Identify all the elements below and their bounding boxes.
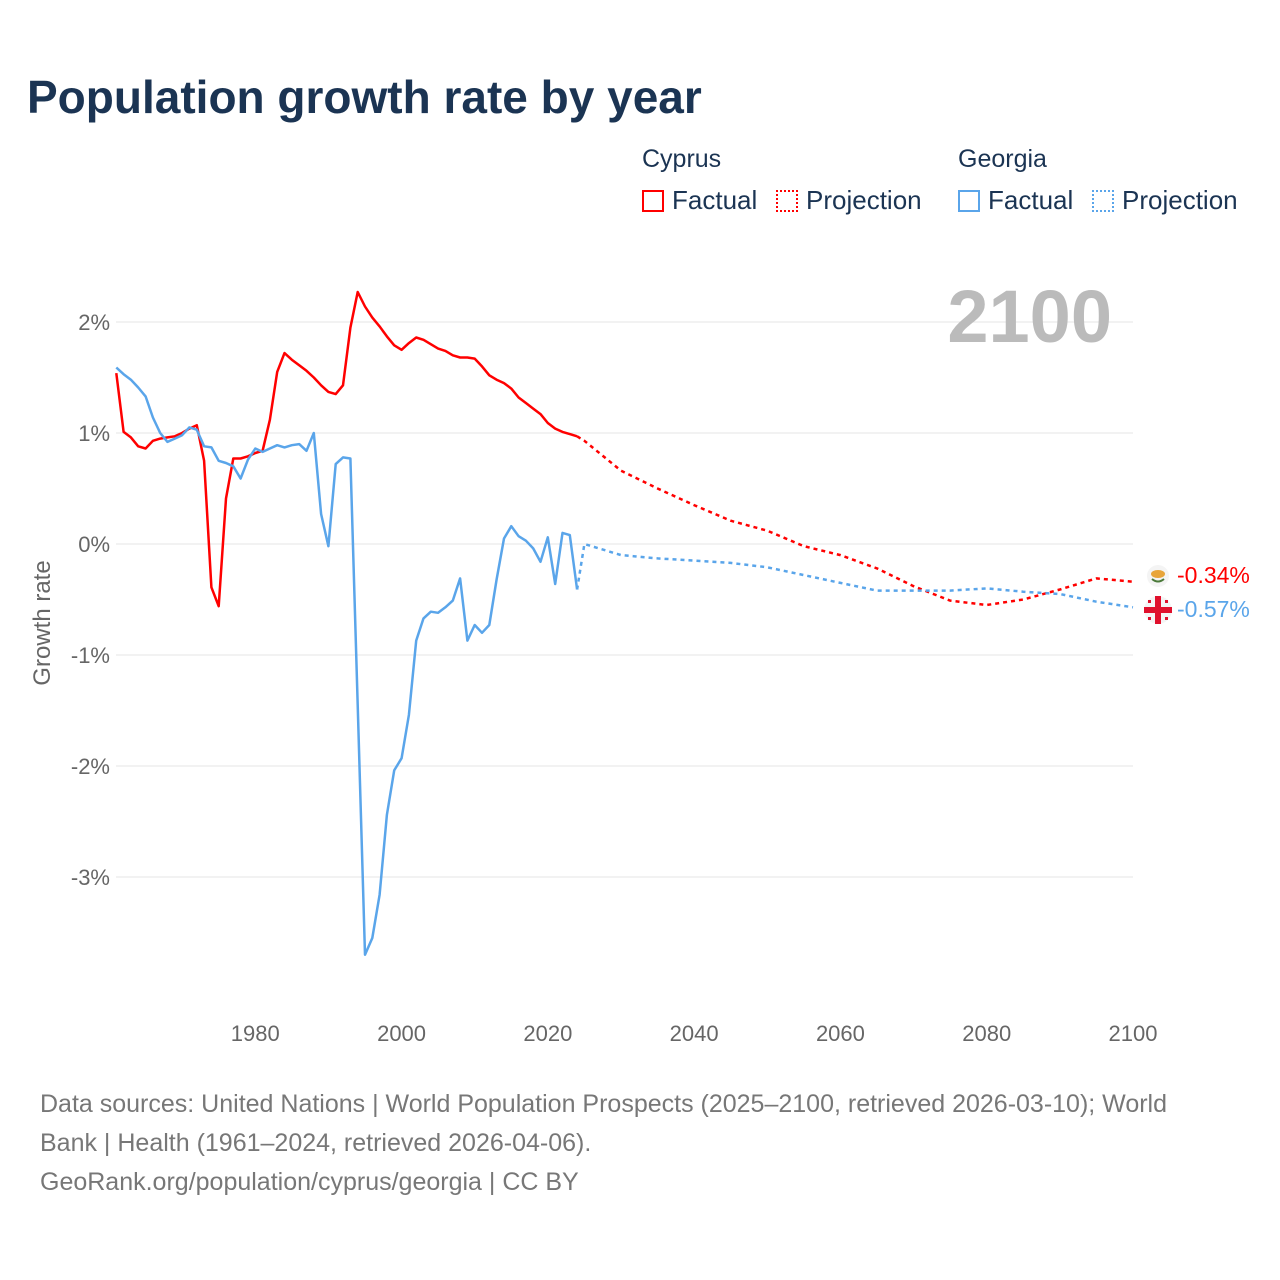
x-tick-label: 2020: [523, 1021, 572, 1046]
y-tick-label: 2%: [78, 310, 110, 335]
cyprus-flag-icon: [1147, 565, 1169, 587]
y-tick-label: 0%: [78, 532, 110, 557]
x-tick-label: 2060: [816, 1021, 865, 1046]
georgia-projection-line: [575, 542, 1134, 609]
legend-cyprus-projection[interactable]: Projection: [776, 185, 922, 216]
cyprus-projection-line: [576, 435, 1134, 607]
year-watermark: 2100: [947, 275, 1112, 358]
x-tick-label: 2100: [1109, 1021, 1158, 1046]
y-axis-label: Growth rate: [29, 560, 56, 685]
cyprus-factual-line: [115, 290, 578, 608]
georgia-flag-icon: [1144, 596, 1172, 624]
legend-swatch: [776, 189, 798, 212]
georgia-factual-line: [115, 366, 579, 956]
footer-sources-1: Data sources: United Nations | World Pop…: [40, 1090, 1168, 1118]
cyprus-end-label: -0.34%: [1177, 562, 1250, 588]
y-tick-label: -1%: [71, 643, 110, 668]
legend-label: Projection: [1122, 185, 1238, 215]
legend-label: Factual: [672, 185, 758, 215]
x-tick-label: 2080: [962, 1021, 1011, 1046]
legend-label: Projection: [806, 185, 922, 215]
legend-label: Factual: [988, 185, 1074, 215]
line-chart: 2% 1% 0% -1% -2% -3% 1980 2000 2020 2040 2060 2080 2…: [29, 275, 1250, 1046]
y-tick-label: -2%: [71, 754, 110, 779]
legend-cyprus-factual[interactable]: Factual: [642, 185, 757, 216]
legend-group-cyprus: Cyprus: [642, 145, 722, 173]
footer-sources-2: Bank | Health (1961–2024, retrieved 2026…: [40, 1129, 592, 1157]
legend-georgia-factual[interactable]: Factual: [958, 185, 1073, 216]
page-title: Population growth rate by year: [27, 71, 702, 123]
x-tick-label: 2000: [377, 1021, 426, 1046]
legend-swatch: [958, 189, 980, 212]
y-tick-label: -3%: [71, 865, 110, 890]
legend-georgia-projection[interactable]: Projection: [1092, 185, 1238, 216]
footer-link[interactable]: GeoRank.org/population/cyprus/georgia | …: [40, 1168, 579, 1196]
y-tick-label: 1%: [78, 421, 110, 446]
x-tick-label: 2040: [670, 1021, 719, 1046]
georgia-end-label: -0.57%: [1177, 596, 1250, 622]
x-tick-label: 1980: [231, 1021, 280, 1046]
legend-swatch: [642, 189, 664, 212]
legend-group-georgia: Georgia: [958, 145, 1047, 173]
legend-swatch: [1092, 189, 1114, 212]
